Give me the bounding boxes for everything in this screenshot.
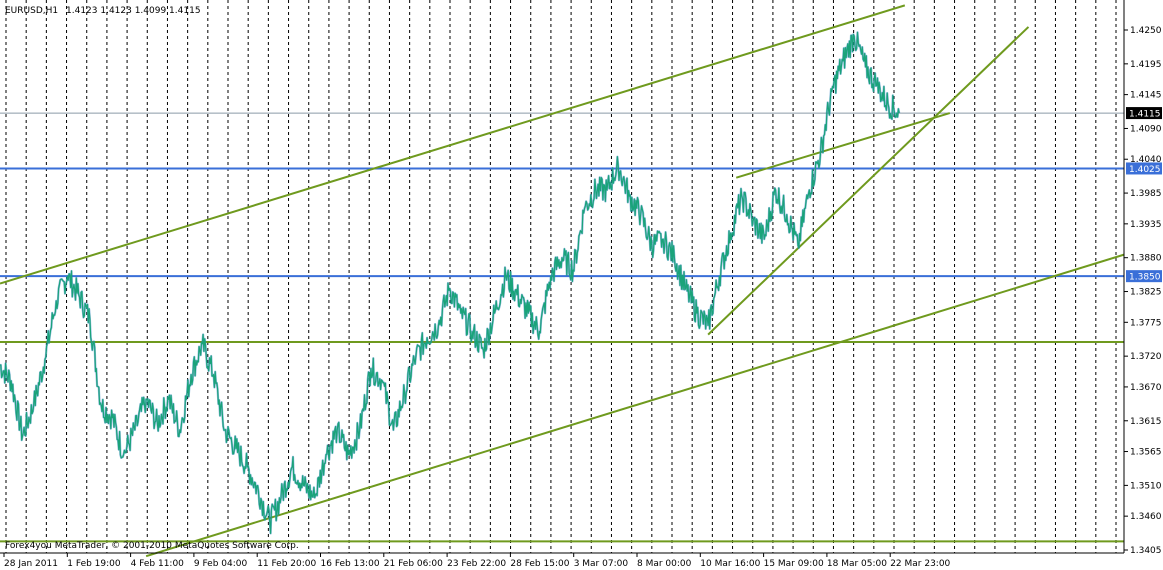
price-tag-label: 1.4025 [1129, 165, 1161, 175]
x-tick-label: 21 Feb 06:00 [384, 559, 443, 569]
x-tick-label: 10 Mar 16:00 [700, 559, 760, 569]
x-tick-label: 3 Mar 07:00 [574, 559, 629, 569]
trendline [145, 253, 1125, 558]
ohlc-values: 1.4123 1.4123 1.4099 1.4115 [66, 6, 201, 16]
x-tick-label: 28 Feb 15:00 [510, 559, 569, 569]
y-tick-label: 1.3510 [1130, 481, 1162, 491]
price-series-layer [0, 31, 901, 535]
price-tag-label: 1.3850 [1129, 273, 1161, 283]
y-tick-label: 1.3880 [1130, 254, 1162, 264]
price-series-line [0, 31, 900, 534]
y-axis: 1.4250 1.4195 1.4145 1.4090 1.4040 1.3985 1.39… [1124, 26, 1162, 556]
y-tick-label: 1.3825 [1130, 288, 1162, 298]
price-tag-box [1126, 270, 1162, 283]
y-tick-label: 1.4090 [1130, 124, 1162, 134]
y-tick-label: 1.4040 [1130, 155, 1162, 165]
y-tick-label: 1.3720 [1130, 352, 1162, 362]
y-tick-label: 1.4145 [1130, 91, 1162, 101]
x-tick-label: 15 Mar 09:00 [764, 559, 824, 569]
y-tick-label: 1.3775 [1130, 318, 1162, 328]
y-tick-label: 1.3615 [1130, 417, 1162, 427]
y-tick-label: 1.4195 [1130, 60, 1162, 70]
trendline-layer [0, 4, 1125, 558]
x-tick-label: 23 Feb 22:00 [447, 559, 506, 569]
x-tick-label: 8 Mar 00:00 [637, 559, 692, 569]
y-tick-label: 1.3405 [1130, 546, 1162, 556]
x-tick-label: 4 Feb 11:00 [131, 559, 185, 569]
x-axis: 28 Jan 2011 1 Feb 19:00 4 Feb 11:00 9 Feb 0… [3, 553, 951, 569]
price-tag-box [1126, 107, 1162, 120]
x-tick-label: 16 Feb 13:00 [321, 559, 380, 569]
y-tick-label: 1.4250 [1130, 26, 1162, 36]
trendline [735, 112, 951, 179]
price-tag-layer: 1.4115 1.4025 1.3850 [1126, 107, 1162, 283]
y-tick-label: 1.3460 [1130, 512, 1162, 522]
symbol-label: EURUSD,H1 [5, 6, 58, 16]
x-tick-label: 28 Jan 2011 [4, 559, 58, 569]
level-layer [0, 112, 1124, 278]
trendline [707, 26, 1030, 336]
x-tick-label: 22 Mar 23:00 [890, 559, 950, 569]
price-tag-label: 1.4115 [1129, 110, 1161, 120]
y-tick-label: 1.3670 [1130, 383, 1162, 393]
trendline [0, 4, 906, 285]
y-tick-label: 1.3935 [1130, 220, 1162, 230]
y-tick-label: 1.3985 [1130, 189, 1162, 199]
x-tick-label: 1 Feb 19:00 [67, 559, 121, 569]
x-tick-label: 9 Feb 04:00 [194, 559, 248, 569]
x-tick-label: 11 Feb 20:00 [257, 559, 316, 569]
x-tick-label: 18 Mar 05:00 [827, 559, 887, 569]
copyright-text: Forex4you MetaTrader, © 2001-2010 MetaQu… [5, 541, 299, 551]
y-tick-label: 1.3565 [1130, 448, 1162, 458]
price-tag-box [1126, 162, 1162, 175]
